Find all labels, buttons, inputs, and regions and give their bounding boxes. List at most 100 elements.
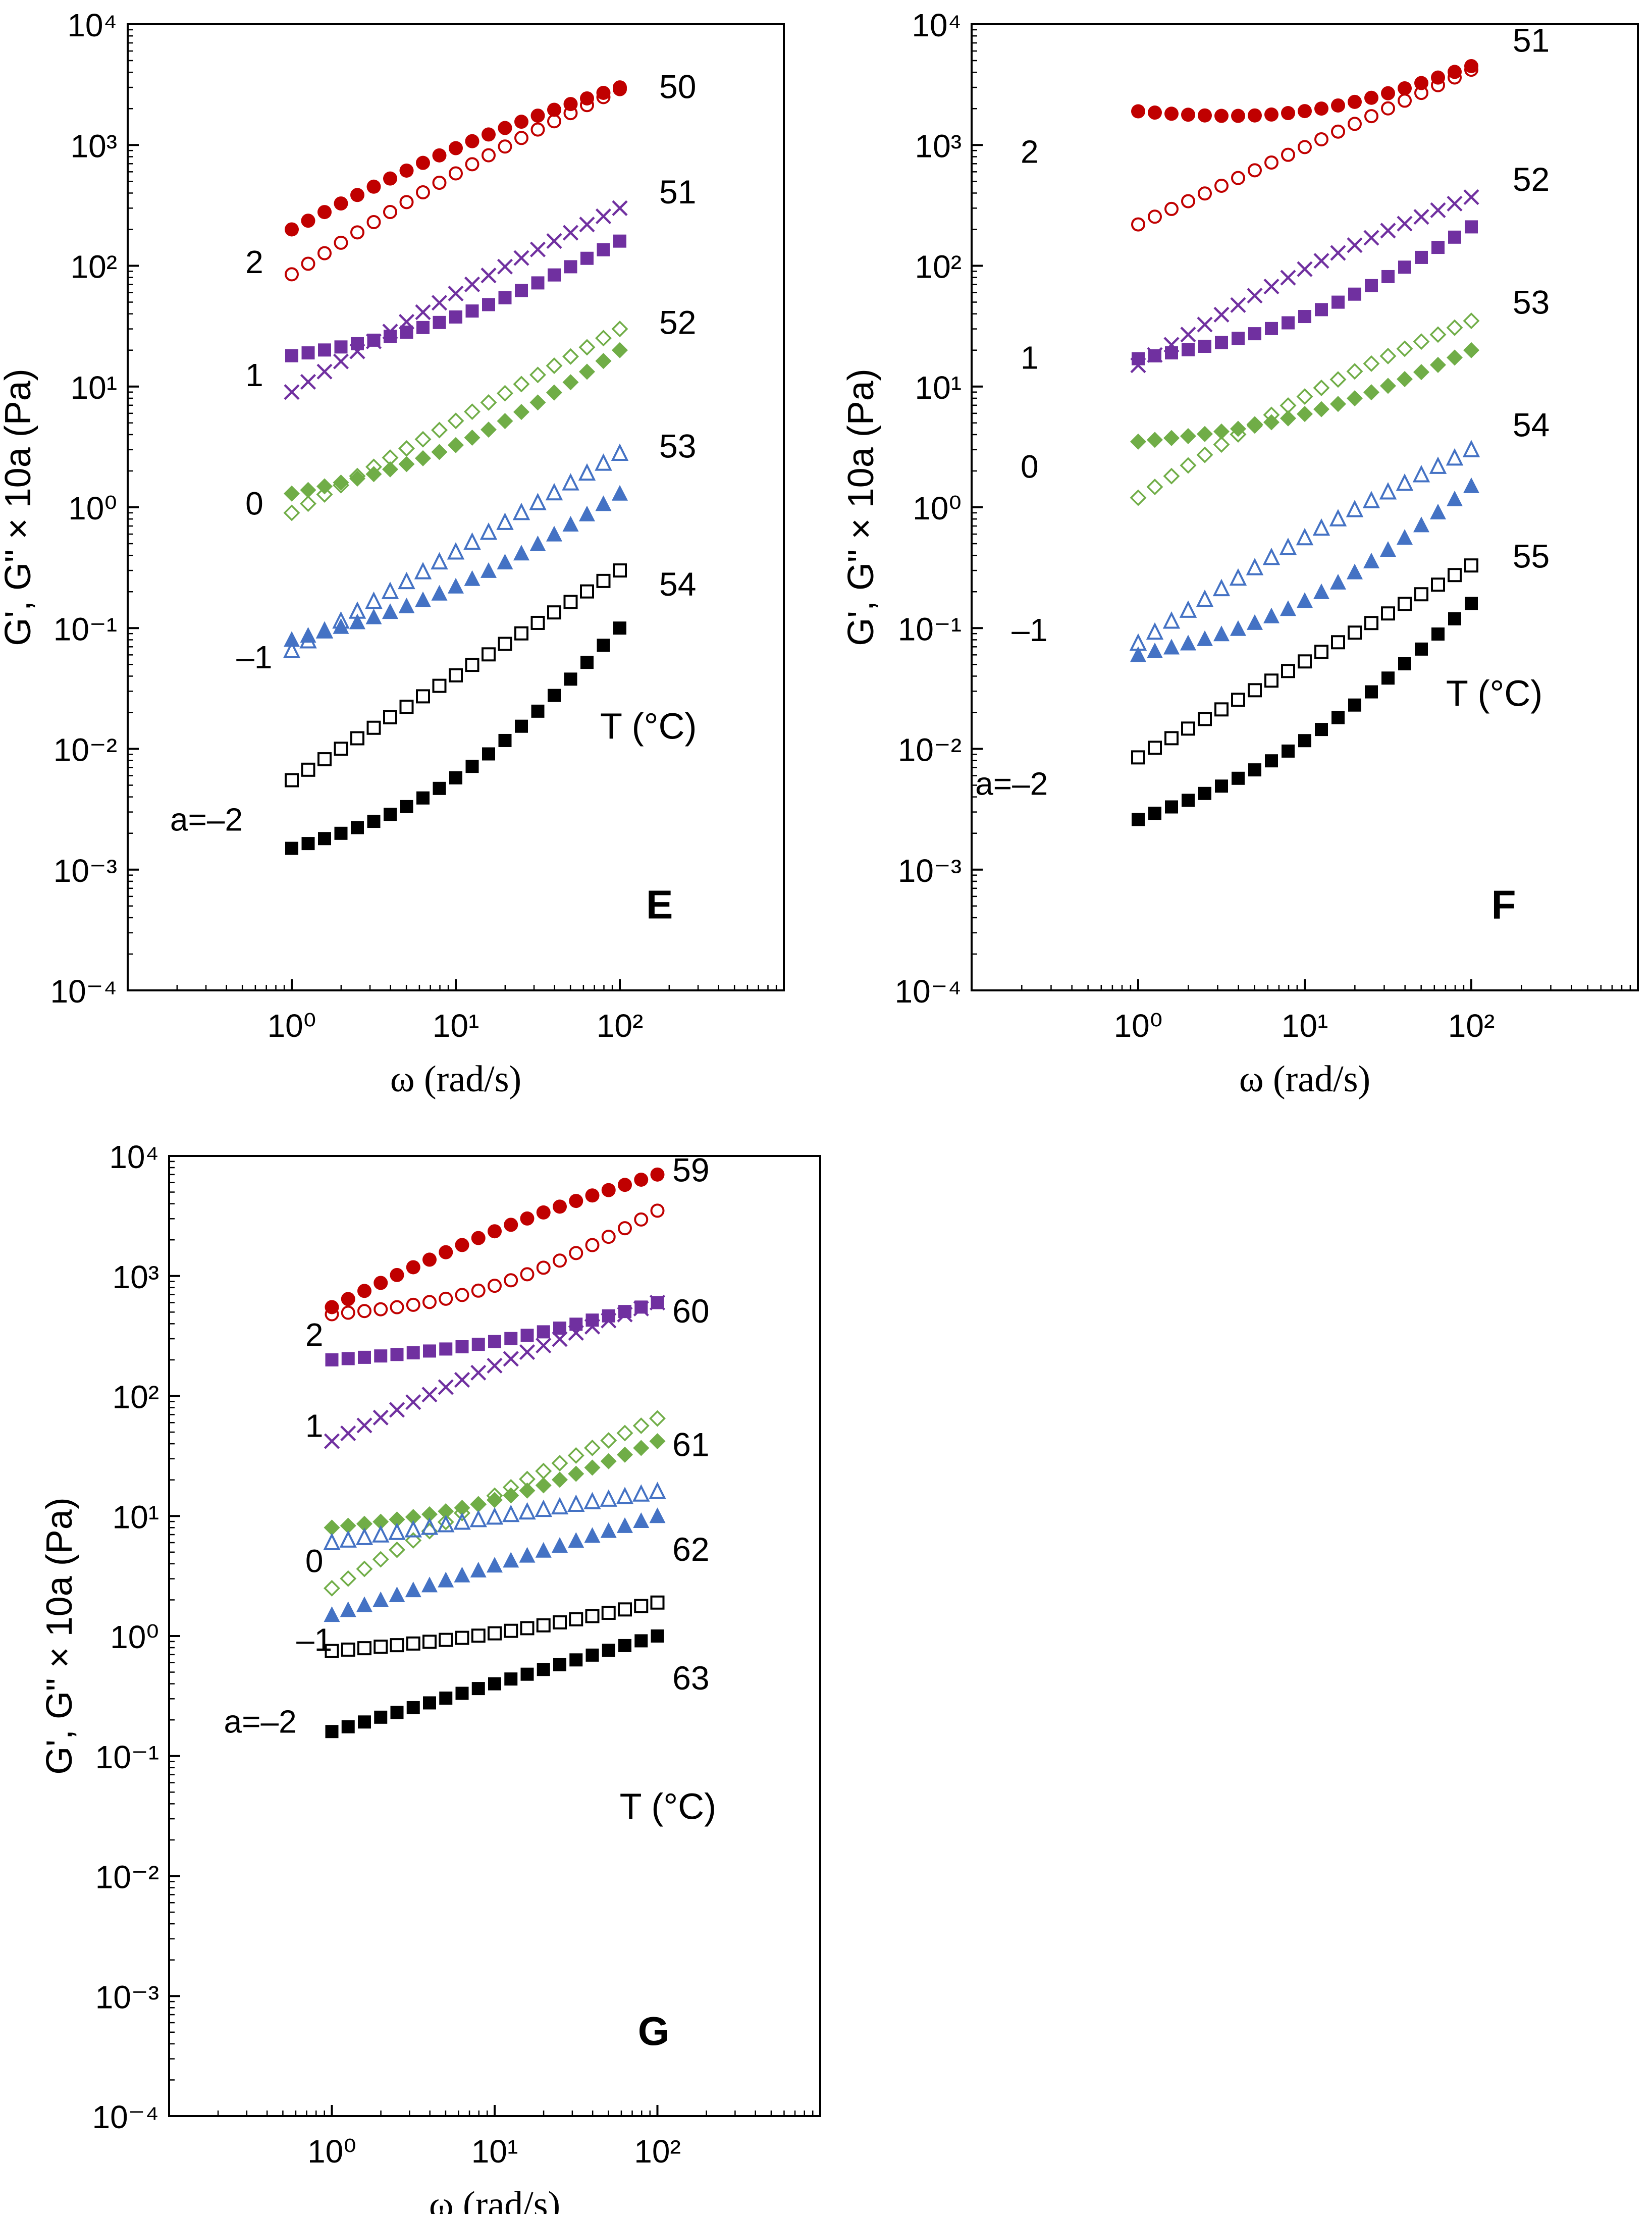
data-point: [1330, 396, 1346, 412]
data-point: [1313, 253, 1329, 269]
data-point: [384, 808, 397, 821]
data-point: [504, 1273, 518, 1288]
data-point: [488, 1626, 502, 1641]
data-point: [1248, 683, 1262, 698]
data-point: [1296, 388, 1313, 405]
data-point: [316, 363, 333, 380]
y-tick-label: 10¹: [915, 370, 962, 406]
data-point: [464, 429, 481, 446]
data-point: [1398, 260, 1411, 274]
temperature-label: 62: [672, 1531, 709, 1568]
data-point: [650, 1167, 665, 1182]
data-point: [454, 1566, 470, 1583]
data-point: [553, 1199, 567, 1214]
data-point: [1148, 106, 1162, 120]
data-point: [1131, 104, 1145, 119]
data-point: [421, 1387, 438, 1403]
data-point: [1381, 671, 1395, 685]
data-point: [595, 495, 612, 511]
data-point: [405, 1509, 421, 1525]
data-point: [548, 268, 561, 282]
temperature-label: 50: [659, 68, 696, 105]
data-point: [1213, 306, 1230, 323]
data-point: [1214, 109, 1229, 123]
data-point: [356, 1560, 373, 1577]
data-point: [382, 461, 398, 478]
data-point: [366, 179, 381, 194]
data-point: [455, 1686, 469, 1700]
data-point: [350, 225, 364, 240]
shift-factor-label: 0: [305, 1543, 324, 1579]
data-point: [1180, 457, 1197, 474]
data-point: [372, 1513, 389, 1530]
data-point: [1348, 698, 1361, 712]
data-point: [1463, 189, 1479, 205]
data-point: [398, 440, 415, 457]
data-point: [334, 826, 348, 840]
shift-factor-label: 2: [245, 244, 263, 280]
series-open-circle: [325, 1203, 665, 1322]
data-point: [349, 613, 365, 629]
data-point: [317, 246, 332, 260]
series-filled-square: [1132, 220, 1478, 365]
y-tick-label: 10³: [113, 1259, 159, 1295]
data-point: [431, 585, 448, 601]
panel-letter: F: [1491, 882, 1516, 927]
data-point: [562, 473, 579, 491]
y-tick-label: 10¹: [113, 1499, 159, 1535]
data-point: [1196, 446, 1213, 463]
data-point: [334, 742, 348, 756]
data-point: [406, 1297, 420, 1312]
data-point: [530, 615, 545, 630]
y-tick-label: 10¹: [71, 370, 118, 406]
data-point: [285, 841, 298, 855]
data-point: [597, 639, 610, 652]
data-point: [562, 374, 579, 391]
data-point: [389, 1402, 405, 1418]
data-point: [482, 747, 495, 761]
data-point: [488, 1677, 501, 1691]
series-open-triangle: [323, 1482, 666, 1550]
data-point: [480, 394, 497, 411]
data-point: [585, 1238, 600, 1252]
series-filled-diamond: [284, 342, 628, 502]
data-point: [1280, 410, 1296, 427]
data-point: [1281, 106, 1295, 121]
series-open-triangle: [283, 443, 629, 659]
data-point: [367, 815, 381, 828]
data-point: [1215, 336, 1228, 349]
data-point: [325, 1300, 339, 1314]
data-point: [529, 493, 547, 510]
data-point: [547, 102, 561, 117]
data-point: [1448, 230, 1461, 244]
data-point: [1331, 635, 1345, 650]
data-point: [1147, 432, 1163, 448]
data-point: [340, 1425, 356, 1442]
data-point: [388, 1522, 406, 1540]
x-axis-title: ω (rad/s): [429, 2184, 560, 2214]
data-point: [1231, 693, 1245, 707]
series-open-triangle: [1129, 440, 1480, 651]
data-point: [339, 1530, 357, 1548]
data-point: [416, 689, 430, 704]
data-point: [482, 298, 495, 311]
data-point: [390, 1638, 404, 1653]
data-point: [618, 1178, 632, 1192]
chart-panel-f: 10⁻⁴ 10⁻³ 10⁻² 10⁻¹ 10⁰ 10¹ 10² 10³ 10⁴ 10⁰ 10¹ 10²…: [841, 7, 1639, 1100]
data-point: [512, 502, 530, 520]
temperature-label: 54: [659, 565, 696, 603]
data-point: [1363, 355, 1380, 372]
data-point: [1263, 414, 1280, 431]
data-point: [1231, 109, 1245, 123]
data-point: [334, 340, 348, 354]
data-point: [439, 1342, 453, 1356]
data-point: [1282, 316, 1295, 330]
data-point: [455, 1288, 469, 1302]
data-point: [1314, 645, 1328, 659]
data-point: [481, 562, 497, 578]
data-point: [449, 166, 463, 181]
data-point: [1348, 625, 1362, 640]
data-point: [531, 276, 545, 290]
data-point: [1198, 108, 1212, 123]
data-point: [1130, 433, 1146, 450]
